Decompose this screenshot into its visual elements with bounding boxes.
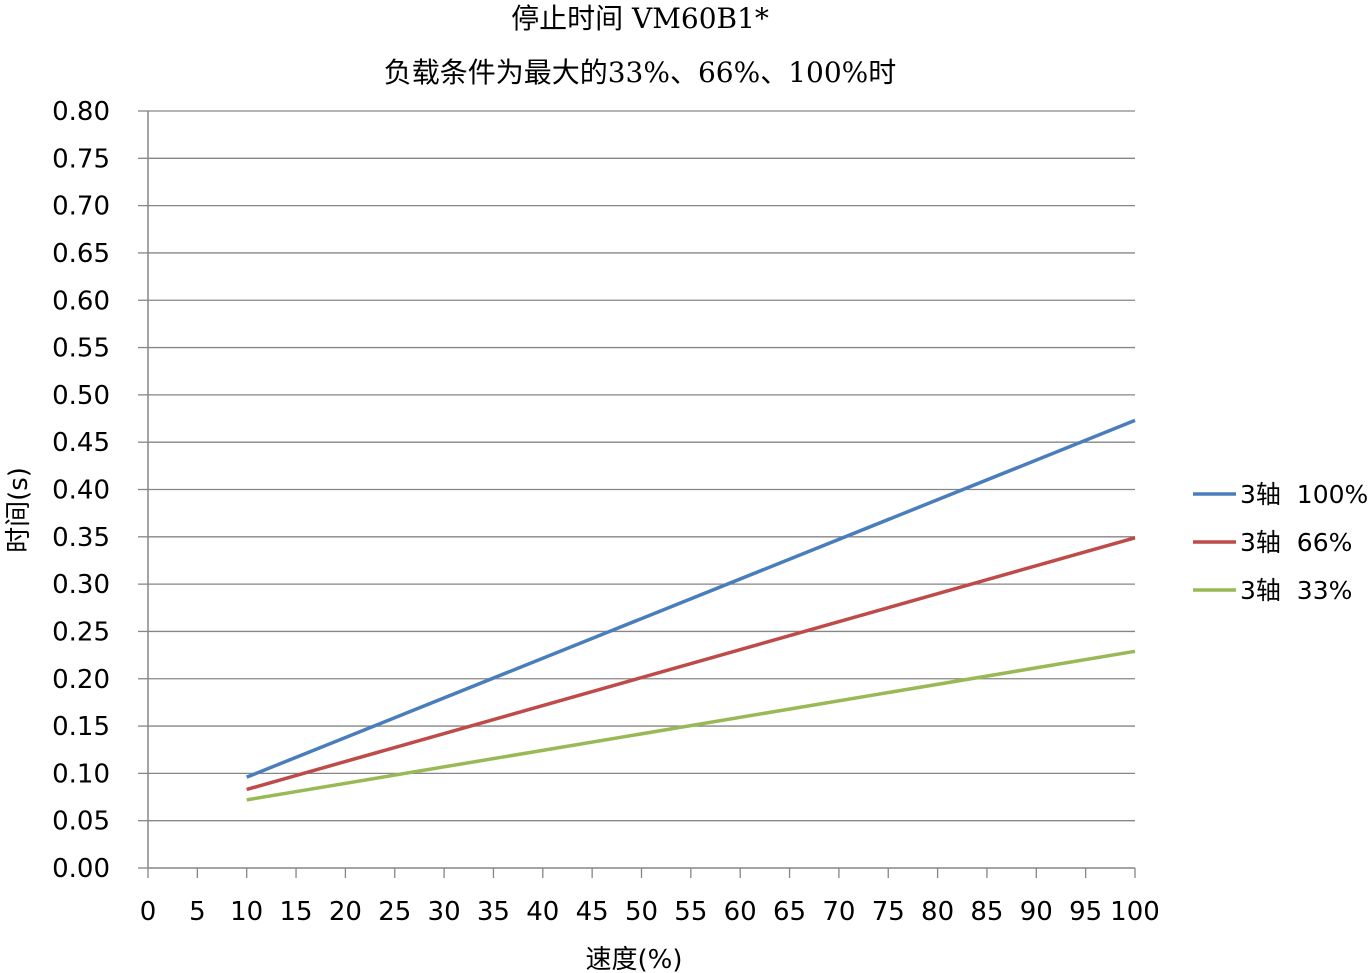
y-tick-label: 0.70	[52, 192, 110, 222]
y-tick-label: 0.80	[52, 97, 110, 127]
x-tick-label: 30	[428, 897, 461, 927]
x-tick-label: 55	[674, 897, 707, 927]
x-tick-label: 80	[921, 897, 954, 927]
x-tick-label: 70	[822, 897, 855, 927]
y-tick-label: 0.35	[52, 523, 110, 553]
legend-label-2: 3轴 33%	[1240, 576, 1352, 605]
x-tick-label: 60	[724, 897, 757, 927]
x-tick-label: 65	[773, 897, 806, 927]
x-axis-title: 速度(%)	[586, 945, 683, 973]
y-tick-label: 0.00	[52, 854, 110, 884]
y-tick-label: 0.10	[52, 759, 110, 789]
x-tick-label: 90	[1020, 897, 1053, 927]
x-tick-label: 100	[1110, 897, 1160, 927]
x-tick-label: 20	[329, 897, 362, 927]
y-tick-label: 0.45	[52, 428, 110, 458]
y-tick-label: 0.50	[52, 381, 110, 411]
gridlines	[148, 110, 1135, 822]
x-tick-label: 40	[526, 897, 559, 927]
x-tick-label: 5	[189, 897, 206, 927]
y-tick-label: 0.65	[52, 239, 110, 269]
y-tick-label: 0.60	[52, 286, 110, 316]
x-tick-label: 10	[230, 897, 263, 927]
x-tick-label: 85	[970, 897, 1003, 927]
y-axis-title: 时间(s)	[4, 467, 34, 553]
series-line-1	[246, 536, 1136, 792]
y-tick-label: 0.25	[52, 617, 110, 647]
y-tick-label: 0.55	[52, 334, 110, 364]
y-tick-label: 0.40	[52, 476, 110, 506]
legend-label-0: 3轴 100%	[1240, 480, 1368, 509]
legend: 3轴 100% 3轴 66% 3轴 33%	[1193, 480, 1368, 605]
x-tick-label: 45	[576, 897, 609, 927]
y-tick-label: 0.20	[52, 665, 110, 695]
legend-label-1: 3轴 66%	[1240, 528, 1352, 557]
y-tick-label: 0.30	[52, 570, 110, 600]
chart-title-line-1: 停止时间 VM60B1*	[511, 2, 769, 35]
series-line-2	[246, 649, 1136, 802]
y-tick-label: 0.15	[52, 712, 110, 742]
series-line-0	[246, 418, 1136, 779]
x-tick-label: 25	[378, 897, 411, 927]
series-lines	[246, 418, 1136, 802]
chart-title-line-2: 负载条件为最大的33%、66%、100%时	[384, 56, 897, 89]
x-tick-label: 35	[477, 897, 510, 927]
y-tick-label: 0.75	[52, 144, 110, 174]
x-tick-label: 50	[625, 897, 658, 927]
x-axis-tick-labels: 0 5 10 15 20 25 30 35 40 45 50 55 60 65 70 75 80 85 90 95 10…	[140, 897, 1160, 927]
axes	[138, 110, 1136, 878]
x-tick-label: 95	[1069, 897, 1102, 927]
y-tick-label: 0.05	[52, 807, 110, 837]
x-tick-label: 75	[872, 897, 905, 927]
x-tick-label: 15	[280, 897, 313, 927]
x-tick-label: 0	[140, 897, 157, 927]
y-axis-tick-labels: 0.00 0.05 0.10 0.15 0.20 0.25 0.30 0.35 0.40 0.45…	[52, 97, 110, 884]
